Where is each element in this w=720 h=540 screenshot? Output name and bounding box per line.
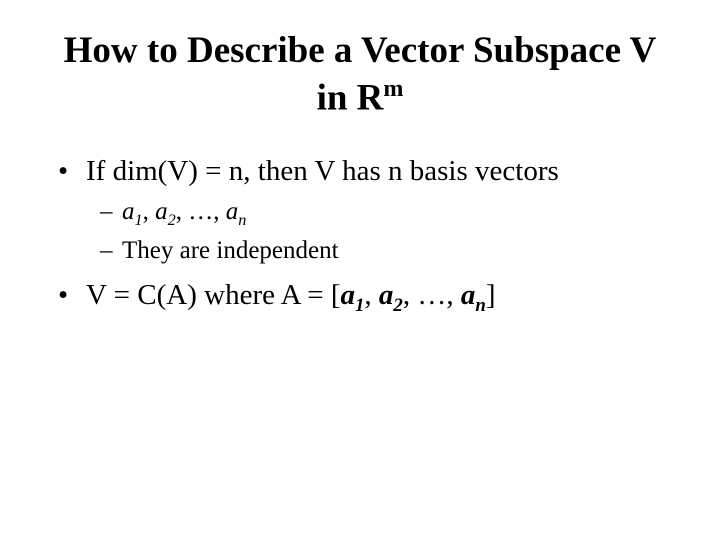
slide-title: How to Describe a Vector Subspace V in R… [50, 28, 670, 122]
bullet-level2: –They are independent [58, 234, 670, 268]
bullet-marker: • [58, 276, 86, 318]
bullet-marker: – [100, 195, 122, 232]
bullet-text: They are independent [122, 234, 339, 268]
slide-content: •If dim(V) = n, then V has n basis vecto… [50, 152, 670, 318]
bullet-text: V = C(A) where A = [a1, a2, …, an] [86, 276, 495, 318]
bullet-level1: •V = C(A) where A = [a1, a2, …, an] [58, 276, 670, 318]
slide: How to Describe a Vector Subspace V in R… [0, 0, 720, 540]
title-text: How to Describe a Vector Subspace V in R [64, 30, 657, 119]
bullet-level1: •If dim(V) = n, then V has n basis vecto… [58, 152, 670, 191]
title-superscript: m [383, 76, 403, 102]
bullet-text: a1, a2, …, an [122, 195, 246, 232]
bullet-level2: –a1, a2, …, an [58, 195, 670, 232]
bullet-marker: • [58, 152, 86, 191]
bullet-marker: – [100, 234, 122, 268]
bullet-text: If dim(V) = n, then V has n basis vector… [86, 152, 559, 191]
